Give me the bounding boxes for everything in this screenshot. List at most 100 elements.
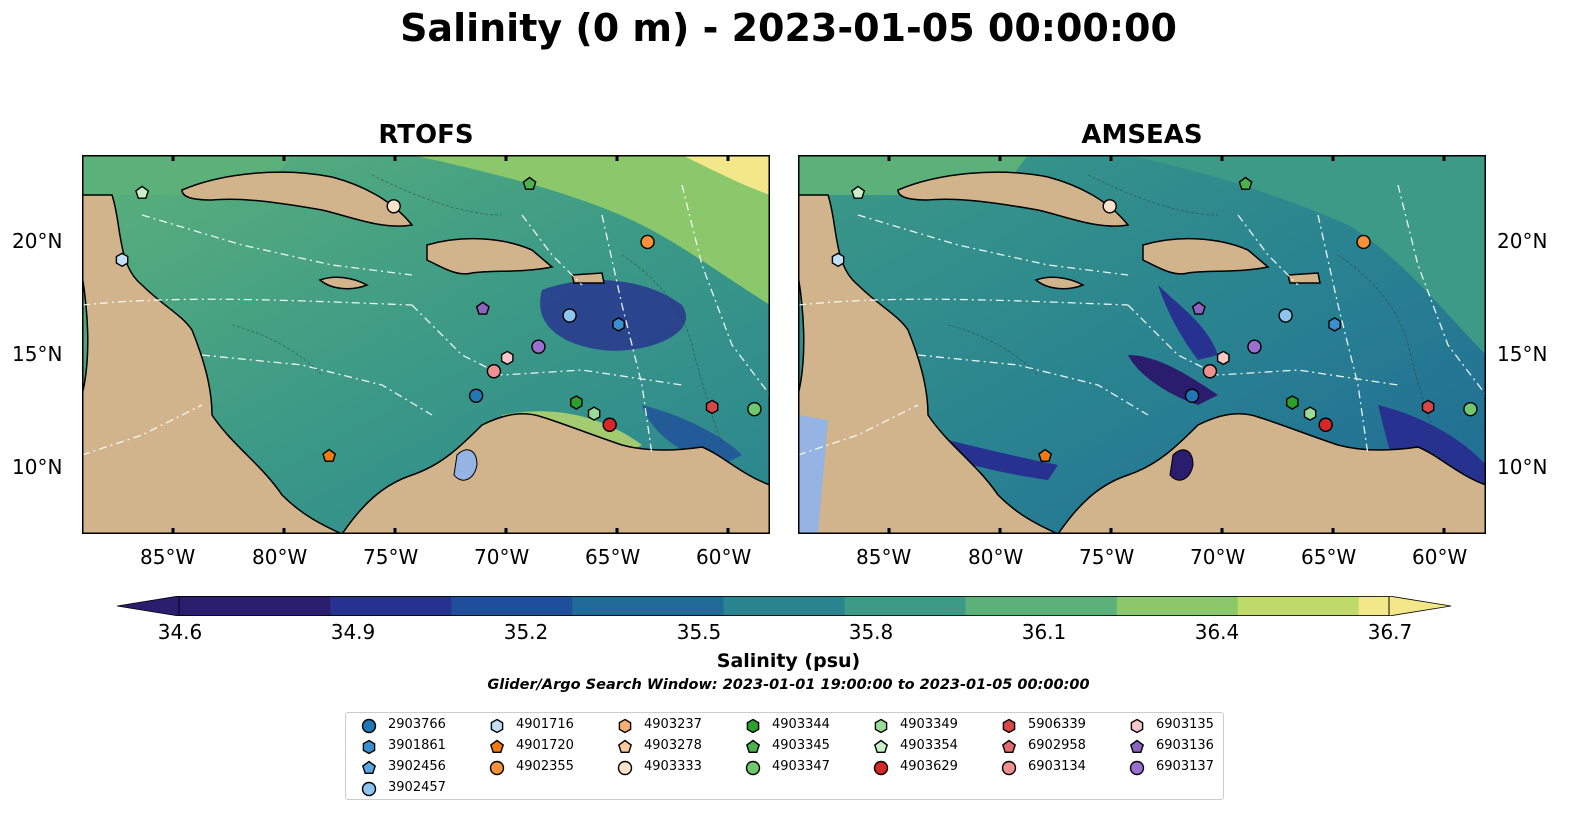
- observation-marker-6903137: [1247, 339, 1262, 354]
- colorbar-segment: [1056, 596, 1088, 616]
- legend-item-label: 4903629: [900, 759, 958, 774]
- observation-marker-6903134: [486, 364, 502, 379]
- observation-marker-4901720: [322, 448, 337, 462]
- colorbar-segment: [753, 596, 785, 616]
- colorbar-segment: [269, 596, 301, 616]
- legend-item-label: 4903278: [644, 738, 702, 753]
- colorbar-label: Salinity (psu): [716, 650, 861, 672]
- observation-marker-3902457: [562, 308, 577, 323]
- legend-item-label: 6902958: [1028, 738, 1086, 753]
- search-window-caption: Glider/Argo Search Window: 2023-01-01 19…: [487, 677, 1090, 693]
- hexagon-marker-icon: [618, 718, 632, 734]
- colorbar-segment: [814, 596, 846, 616]
- colorbar-segment: [1147, 596, 1178, 616]
- observation-marker-4903345: [522, 176, 537, 190]
- legend-item-label: 6903134: [1028, 759, 1086, 774]
- observation-marker-4903344: [1286, 395, 1299, 410]
- circle-marker-icon: [873, 760, 889, 776]
- colorbar-segment: [1116, 596, 1148, 616]
- observation-marker-4903629: [1318, 417, 1333, 432]
- observation-marker-4903347: [747, 401, 762, 417]
- observation-marker-4901716: [831, 252, 845, 268]
- legend-item-label: 4903237: [644, 717, 702, 732]
- lon-label-70w-right: 70°W: [1190, 545, 1246, 569]
- circle-marker-icon: [745, 760, 761, 776]
- lon-label-60w-right: 60°W: [1412, 545, 1468, 569]
- colorbar-segment: [663, 596, 694, 616]
- pentagon-marker-icon: [1001, 739, 1017, 754]
- hexagon-marker-icon: [362, 739, 376, 755]
- observation-marker-4903354: [135, 185, 150, 199]
- observation-markers-rtofs: [115, 176, 762, 462]
- colorbar-segment: [905, 596, 936, 616]
- observation-marker-6903135: [500, 350, 514, 366]
- observation-marker-5906339: [705, 399, 719, 415]
- observation-marker-4901716: [115, 252, 129, 268]
- legend-item-label: 3902456: [388, 759, 446, 774]
- colorbar-segment: [481, 596, 513, 616]
- legend-item-label: 6903136: [1156, 738, 1214, 753]
- legend-item-label: 4903349: [900, 717, 958, 732]
- legend-item-label: 4903354: [900, 738, 958, 753]
- lon-label-80w-right: 80°W: [968, 545, 1024, 569]
- pentagon-marker-icon: [745, 739, 761, 754]
- map-rtofs: [82, 155, 770, 534]
- colorbar-tick-label: 35.8: [848, 620, 894, 644]
- colorbar-segment: [511, 596, 543, 616]
- observation-marker-3901861: [1328, 317, 1341, 332]
- colorbar-segment: [1328, 596, 1360, 616]
- observation-marker-4903344: [570, 395, 583, 410]
- colorbar-segment: [572, 596, 604, 616]
- colorbar-tick-label: 34.6: [157, 620, 203, 644]
- observation-marker-6903135: [1216, 350, 1230, 366]
- colorbar-segment: [935, 596, 967, 616]
- observation-marker-3902457: [1278, 308, 1293, 323]
- colorbar-segment: [844, 596, 876, 616]
- colorbar-segment: [965, 596, 997, 616]
- colorbar-segment: [209, 596, 241, 616]
- legend-item-label: 2903766: [388, 717, 446, 732]
- lon-label-75w-right: 75°W: [1079, 545, 1135, 569]
- observation-marker-5906339: [1421, 399, 1435, 415]
- colorbar-tick-label: 36.4: [1194, 620, 1240, 644]
- pentagon-marker-icon: [873, 739, 889, 754]
- hexagon-marker-icon: [1130, 718, 1144, 734]
- colorbar-segment: [1237, 596, 1269, 616]
- colorbar-segment: [723, 596, 755, 616]
- observation-marker-6903136: [1191, 301, 1206, 315]
- pentagon-marker-icon: [1129, 739, 1145, 754]
- lat-label-15n-left: 15°N: [12, 342, 63, 366]
- legend-item-label: 3901861: [388, 738, 446, 753]
- colorbar-extend-high: [1388, 595, 1452, 617]
- colorbar-segment: [330, 596, 362, 616]
- observation-marker-4903349: [587, 406, 601, 421]
- observation-marker-4903333: [386, 199, 401, 214]
- colorbar-segment: [693, 596, 725, 616]
- colorbar-segment: [874, 596, 906, 616]
- hexagon-marker-icon: [490, 718, 504, 734]
- panel-title-amseas: AMSEAS: [1081, 120, 1203, 150]
- legend-item-label: 4901720: [516, 738, 574, 753]
- lon-label-70w-left: 70°W: [474, 545, 530, 569]
- colorbar-segment: [300, 596, 331, 616]
- observation-markers-amseas: [831, 176, 1478, 462]
- colorbar-segment: [1207, 596, 1239, 616]
- observation-marker-4903333: [1102, 199, 1117, 214]
- observation-marker-4901720: [1038, 448, 1053, 462]
- observation-marker-6903137: [531, 339, 546, 354]
- colorbar-segment: [1358, 596, 1390, 616]
- legend-item-label: 6903137: [1156, 759, 1214, 774]
- colorbar-tick-label: 35.5: [676, 620, 722, 644]
- hexagon-marker-icon: [746, 718, 760, 734]
- map-rtofs-canvas: [82, 155, 770, 534]
- lon-label-85w-right: 85°W: [856, 545, 912, 569]
- panel-title-rtofs: RTOFS: [378, 120, 474, 150]
- lon-label-80w-left: 80°W: [252, 545, 308, 569]
- colorbar-tick-label: 36.1: [1021, 620, 1067, 644]
- observation-marker-2903766: [468, 388, 484, 403]
- circle-marker-icon: [617, 760, 633, 776]
- hexagon-marker-icon: [874, 718, 888, 734]
- pentagon-marker-icon: [361, 760, 377, 775]
- legend-item-label: 4903347: [772, 759, 830, 774]
- hexagon-marker-icon: [1002, 718, 1016, 734]
